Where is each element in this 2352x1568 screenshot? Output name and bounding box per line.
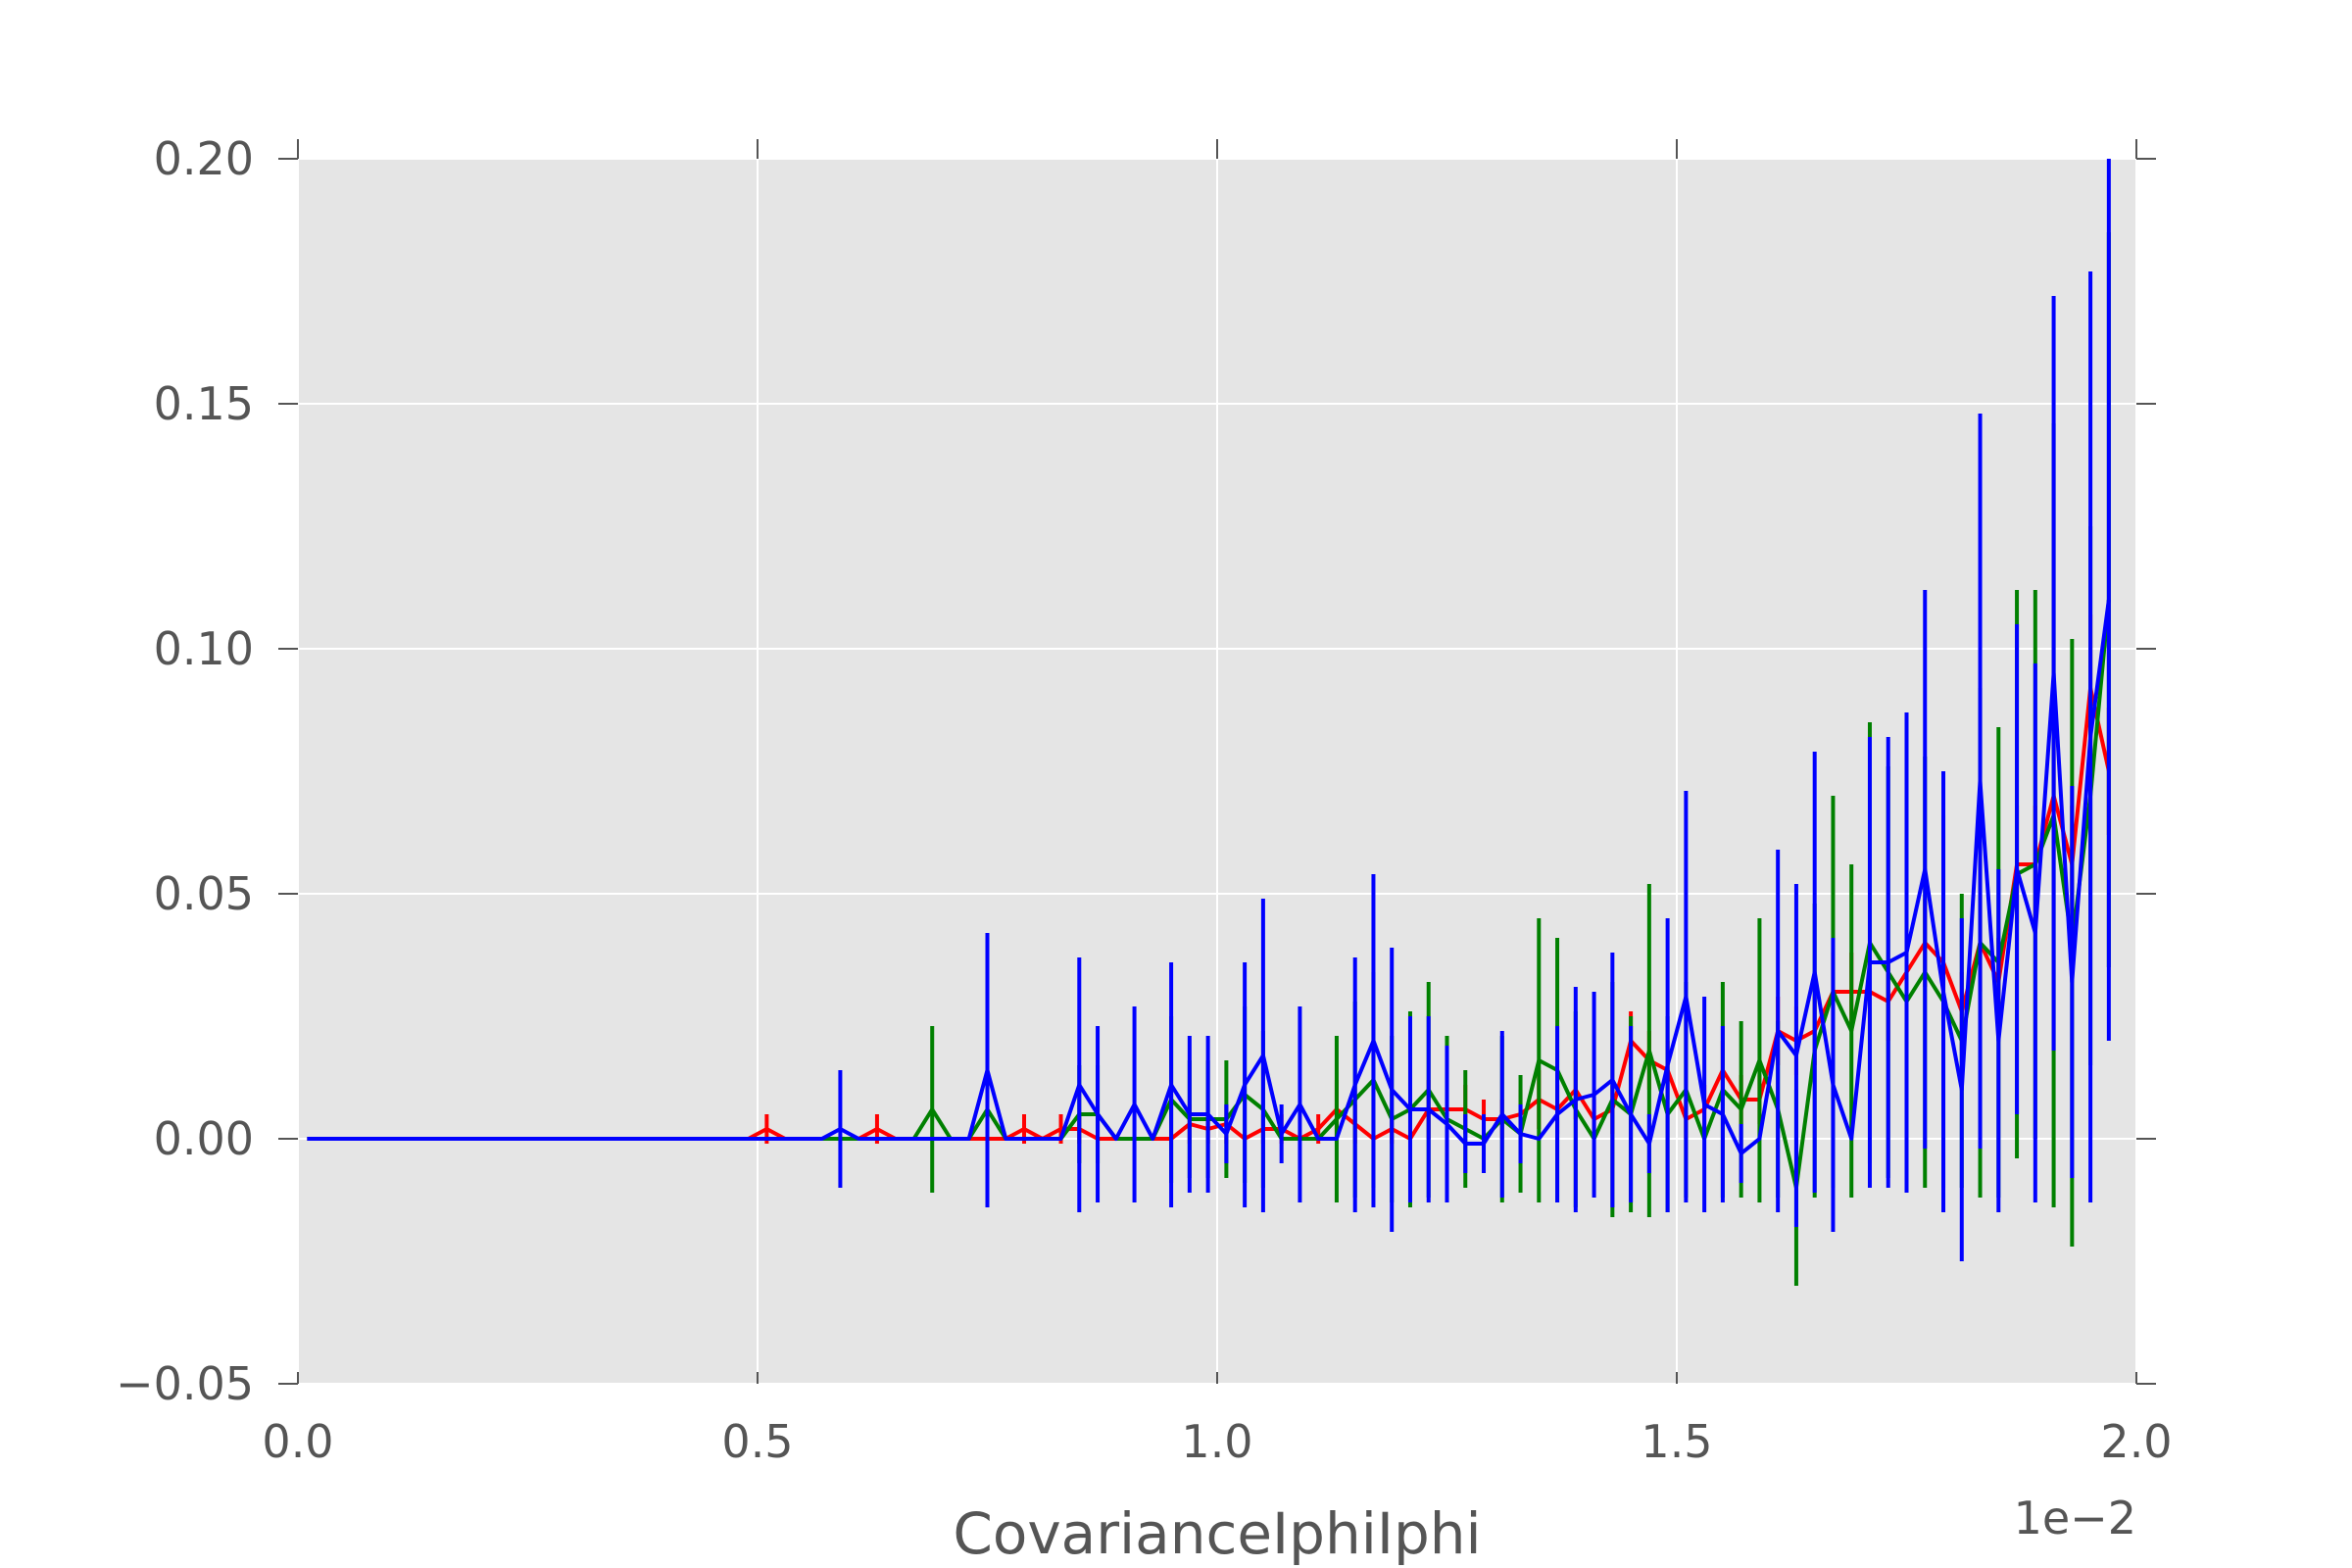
y-tick-label: 0.00	[154, 1112, 254, 1165]
y-tick-label: 0.20	[154, 132, 254, 185]
x-tick-label: 0.5	[721, 1415, 793, 1468]
x-tick-label: 1.5	[1641, 1415, 1712, 1468]
y-tick-label: 0.05	[154, 867, 254, 920]
y-tick-label: 0.15	[154, 377, 254, 430]
series-group	[307, 159, 2111, 1286]
x-axis-title: CovarianceIphiIphi	[953, 1500, 1481, 1567]
y-tick-label: −0.05	[116, 1357, 254, 1410]
y-tick-label: 0.10	[154, 622, 254, 675]
x-tick-label: 2.0	[2100, 1415, 2172, 1468]
axis-ticks: 0.0 0.5 1.0 1.5 2.0 −0.05 0.00 0.05 0.10 0.15 0.20	[116, 132, 2173, 1468]
series-3	[307, 159, 2111, 1261]
series-line	[307, 599, 2111, 1155]
x-tick-label: 1.0	[1181, 1415, 1252, 1468]
x-axis-offset-label: 1e−2	[2014, 1492, 2136, 1544]
x-tick-label: 0.0	[262, 1415, 333, 1468]
